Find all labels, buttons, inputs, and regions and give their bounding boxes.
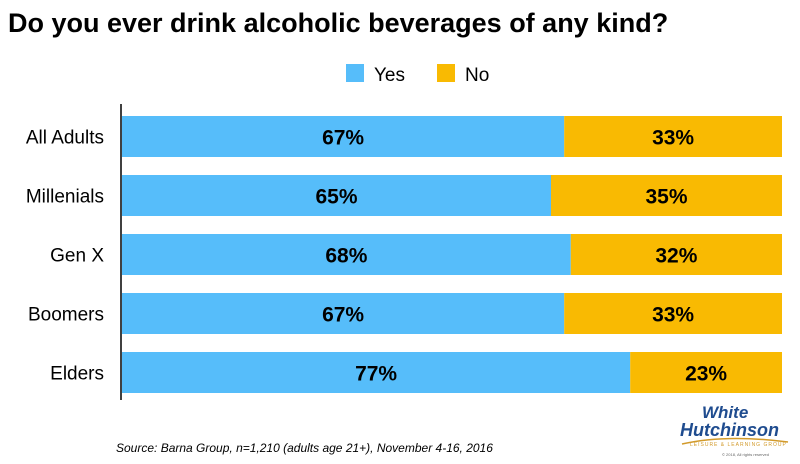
legend-label-no: No — [465, 65, 489, 86]
bar-yes-4 — [122, 352, 631, 393]
bar-yes-3 — [122, 293, 565, 334]
brand-logo: White Hutchinson LEISURE & LEARNING GROU… — [676, 398, 794, 460]
legend: Yes No — [346, 64, 489, 86]
data-label: 33% — [652, 304, 694, 327]
category-label: Millenials — [26, 187, 104, 208]
bar-no-2 — [570, 234, 782, 275]
bars: 67% 33% 65% 35% 68% 32% 67% 33% 77% 23% — [122, 116, 782, 393]
bar-no-1 — [551, 175, 782, 216]
legend-swatch-yes — [346, 64, 364, 82]
logo-copyright: © 2018, All rights reserved — [722, 452, 769, 457]
bar-no-0 — [564, 116, 782, 157]
bar-yes-1 — [122, 175, 551, 216]
legend-label-yes: Yes — [374, 65, 405, 86]
data-label: 32% — [655, 245, 697, 268]
data-label: 67% — [322, 304, 364, 327]
data-label: 68% — [325, 245, 367, 268]
bar-yes-0 — [122, 116, 565, 157]
category-labels: All Adults Millenials Gen X Boomers Elders — [26, 128, 104, 385]
legend-swatch-no — [437, 64, 455, 82]
logo-swoosh-icon — [681, 437, 789, 445]
chart-title: Do you ever drink alcoholic beverages of… — [8, 8, 669, 38]
data-label: 35% — [645, 186, 687, 209]
category-label: Elders — [50, 364, 104, 385]
logo-tagline: LEISURE & LEARNING GROUP — [690, 442, 787, 448]
bar-no-4 — [630, 352, 782, 393]
logo-line2: Hutchinson — [680, 420, 779, 440]
data-label: 67% — [322, 127, 364, 150]
category-label: Gen X — [50, 246, 104, 267]
bar-yes-2 — [122, 234, 571, 275]
logo-line1: White — [702, 403, 749, 422]
category-label: All Adults — [26, 128, 104, 149]
data-label: 65% — [315, 186, 357, 209]
data-label: 77% — [355, 363, 397, 386]
source-note: Source: Barna Group, n=1,210 (adults age… — [116, 441, 493, 455]
data-label: 23% — [685, 363, 727, 386]
data-label: 33% — [652, 127, 694, 150]
bar-no-3 — [564, 293, 782, 334]
category-label: Boomers — [28, 305, 104, 326]
